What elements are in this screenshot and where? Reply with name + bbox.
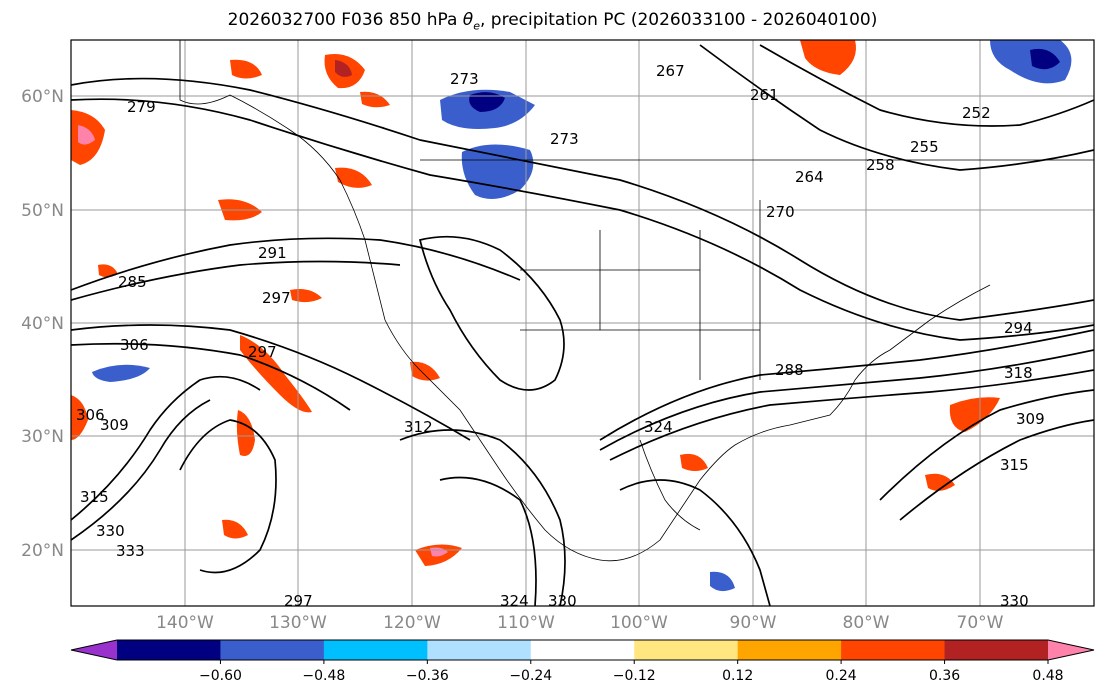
lon-label-120w: 120°W	[383, 613, 441, 633]
contour-label: 297	[248, 343, 277, 361]
contour-label: 306	[76, 406, 105, 424]
positive-pc-patch	[410, 361, 440, 381]
map-title: 2026032700 F036 850 hPa θe, precipitatio…	[0, 10, 1105, 32]
theta-e-symbol: θe	[462, 10, 480, 33]
contour-label: 315	[80, 488, 109, 506]
colorbar: −0.60 −0.48 −0.36 −0.24 −0.12 0.12 0.24 0.36 0.4…	[70, 639, 1095, 684]
negative-pc-patch	[461, 144, 534, 199]
colorbar-tick-label: 0.24	[826, 668, 857, 684]
colorbar-segment	[841, 640, 946, 660]
contour-label: 267	[656, 62, 685, 80]
contour-label: 312	[404, 418, 433, 436]
contour-label: 288	[775, 361, 804, 379]
lat-label-30n: 30°N	[21, 427, 64, 447]
lon-label-90w: 90°W	[730, 613, 777, 633]
colorbar-segment	[944, 640, 1049, 660]
colorbar-extend-low	[71, 640, 117, 660]
contour-label: 324	[500, 592, 529, 610]
contour-label: 273	[550, 130, 579, 148]
lat-label-20n: 20°N	[21, 541, 64, 561]
lon-label-80w: 80°W	[843, 613, 890, 633]
precipitation-pc-shading	[71, 40, 1072, 592]
colorbar-segment	[634, 640, 739, 660]
colorbar-tick-label: −0.48	[302, 668, 345, 684]
contour-label: 330	[96, 522, 125, 540]
positive-pc-patch	[222, 519, 248, 539]
colorbar-extend-high	[1048, 640, 1094, 660]
contour-label: 309	[1016, 410, 1045, 428]
positive-pc-patch	[335, 167, 372, 188]
lon-label-110w: 110°W	[497, 613, 555, 633]
contour-label: 318	[1004, 364, 1033, 382]
colorbar-tick-label: 0.12	[722, 668, 753, 684]
contour-label: 273	[450, 70, 479, 88]
contour-label: 279	[127, 98, 156, 116]
positive-pc-patch	[240, 335, 312, 413]
contour-label: 330	[1000, 592, 1029, 610]
colorbar-tick-label: 0.36	[929, 668, 960, 684]
colorbar-tick-label: −0.24	[509, 668, 552, 684]
contour-label: 306	[120, 336, 149, 354]
contour-label: 297	[262, 289, 291, 307]
colorbar-segment	[220, 640, 325, 660]
lon-label-100w: 100°W	[610, 613, 668, 633]
lat-label-50n: 50°N	[21, 201, 64, 221]
negative-pc-patch	[990, 40, 1072, 84]
contour-label: 264	[795, 168, 824, 186]
contour-label: 252	[962, 104, 991, 122]
colorbar-tick-label: −0.60	[199, 668, 242, 684]
contour-label: 330	[548, 592, 577, 610]
colorbar-segment	[323, 640, 428, 660]
positive-pc-patch	[236, 410, 255, 456]
title-prefix: 2026032700 F036 850 hPa	[227, 10, 463, 30]
map-frame	[70, 39, 1095, 607]
contour-label: 258	[866, 156, 895, 174]
contour-label: 270	[766, 203, 795, 221]
colorbar-segment	[117, 640, 221, 660]
lon-label-140w: 140°W	[156, 613, 214, 633]
positive-pc-core	[78, 125, 95, 145]
contour-label: 297	[284, 592, 313, 610]
lat-label-40n: 40°N	[21, 314, 64, 334]
colorbar-tick-label: 0.48	[1032, 668, 1063, 684]
positive-pc-patch	[98, 264, 118, 278]
coastlines	[179, 40, 1094, 562]
lon-label-70w: 70°W	[957, 613, 1004, 633]
contour-label: 291	[258, 244, 287, 262]
positive-pc-patch	[925, 473, 955, 491]
contour-label: 315	[1000, 456, 1029, 474]
positive-pc-patch	[680, 453, 708, 471]
positive-pc-patch	[230, 59, 262, 79]
negative-pc-core	[469, 92, 505, 112]
colorbar-segment	[427, 640, 532, 660]
negative-pc-patch	[710, 571, 735, 592]
contour-label: 261	[750, 86, 779, 104]
lon-label-130w: 130°W	[269, 613, 327, 633]
positive-pc-core	[335, 60, 352, 77]
colorbar-tick-label: −0.12	[613, 668, 656, 684]
positive-pc-patch	[800, 40, 856, 75]
longitude-labels: 140°W 130°W 120°W 110°W 100°W 90°W 80°W …	[156, 613, 1004, 633]
lat-label-60n: 60°N	[21, 87, 64, 107]
negative-pc-core	[1030, 48, 1060, 70]
theta-e-contours	[71, 44, 1094, 606]
colorbar-segment	[737, 640, 842, 660]
contour-label: 294	[1004, 319, 1033, 337]
contour-label: 309	[100, 416, 129, 434]
contour-labels: 279 285 291 297 306 297 309 306 315 330 …	[76, 62, 1045, 610]
contour-label: 255	[910, 138, 939, 156]
colorbar-tick-label: −0.36	[406, 668, 449, 684]
contour-label: 333	[116, 542, 145, 560]
latitude-labels: 60°N 50°N 40°N 30°N 20°N	[21, 87, 64, 561]
colorbar-outline	[70, 639, 1095, 661]
graticule	[71, 40, 1094, 606]
positive-pc-patch	[949, 397, 1000, 432]
colorbar-segment	[530, 640, 635, 660]
contour-label: 324	[644, 418, 673, 436]
positive-pc-patch	[71, 395, 88, 440]
negative-pc-patch	[92, 364, 150, 382]
title-suffix: , precipitation PC (2026033100 - 2026040…	[479, 10, 878, 30]
contour-label: 285	[118, 273, 147, 291]
